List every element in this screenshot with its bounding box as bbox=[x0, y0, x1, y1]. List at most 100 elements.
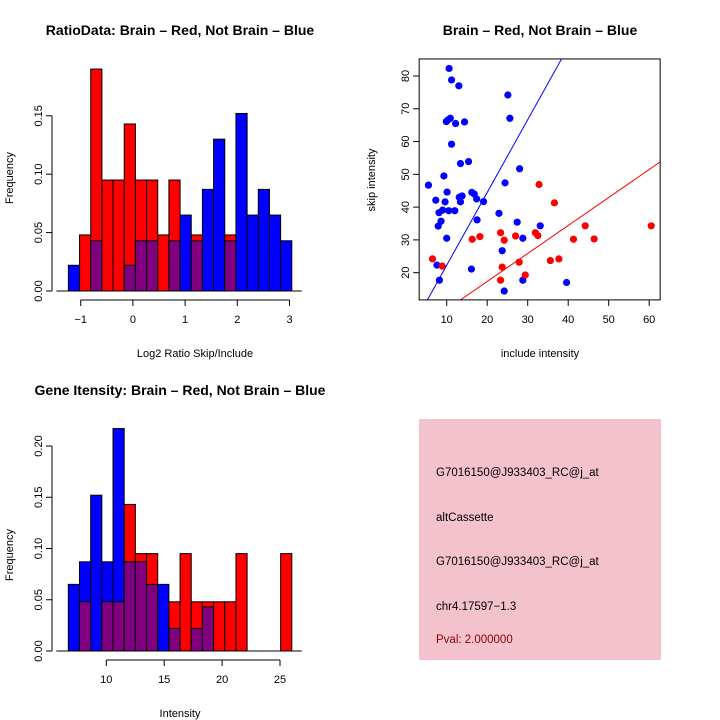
scatter-point-blue bbox=[434, 222, 442, 230]
gene-hist-overlap-bar bbox=[201, 606, 215, 652]
scatter-point-red bbox=[569, 235, 578, 243]
scatter-point-red bbox=[498, 263, 506, 271]
scatter-point-blue bbox=[441, 198, 449, 206]
scatter-x-tick-label: 30 bbox=[522, 314, 534, 326]
scatter-point-blue bbox=[443, 188, 451, 196]
scatter-xlabel: include intensity bbox=[501, 348, 580, 360]
scatter-x-tick-label: 10 bbox=[441, 314, 453, 326]
gene-hist-bar bbox=[157, 583, 170, 652]
scatter-point-blue bbox=[473, 195, 481, 203]
scatter-frame bbox=[418, 58, 661, 301]
scatter-point-blue bbox=[562, 278, 571, 287]
scatter-point-red bbox=[428, 255, 437, 263]
scatter-point-red bbox=[555, 255, 563, 263]
scatter-point-red bbox=[590, 235, 598, 243]
gene-hist-bar bbox=[213, 601, 226, 652]
intensity-scatter: Brain – Red, Not Brain – Blue include in… bbox=[366, 22, 661, 360]
scatter-point-red bbox=[468, 235, 476, 243]
scatter-x-tick-label: 20 bbox=[481, 314, 493, 326]
ratio-hist-bar bbox=[67, 264, 81, 292]
gene-histogram-ylabel: Frequency bbox=[4, 529, 16, 581]
gene-hist-y-tick-label: 0.05 bbox=[33, 589, 45, 610]
scatter-point-blue bbox=[451, 207, 459, 215]
ratio-hist-bar bbox=[201, 188, 215, 292]
gene-hist-overlap-bar bbox=[190, 627, 203, 652]
scatter-point-blue bbox=[458, 192, 466, 200]
scatter-point-red bbox=[438, 262, 446, 270]
ratio-hist-overlap-bar bbox=[134, 240, 148, 292]
gene-hist-x-tick-label: 20 bbox=[216, 674, 228, 686]
ratio-hist-x-tick-label: 2 bbox=[234, 314, 240, 326]
ratio-hist-x-tick-label: −1 bbox=[74, 314, 87, 326]
info-panel-background bbox=[419, 419, 661, 660]
ratio-hist-overlap-bar bbox=[146, 240, 159, 292]
ratio-hist-bar bbox=[101, 179, 114, 292]
scatter-point-red bbox=[496, 229, 505, 237]
scatter-point-blue bbox=[447, 140, 456, 148]
scatter-point-blue bbox=[452, 119, 460, 128]
scatter-point-blue bbox=[516, 165, 524, 173]
info-panel: G7016150@J933403_RC@j_at altCassette G70… bbox=[419, 419, 661, 660]
scatter-point-blue bbox=[473, 216, 481, 224]
gene-hist-bar bbox=[90, 494, 103, 652]
scatter-y-tick-label: 60 bbox=[400, 135, 412, 147]
scatter-point-blue bbox=[432, 196, 440, 204]
probe-id: G7016150@J933403_RC@j_at bbox=[436, 467, 600, 479]
scatter-x-tick-label: 60 bbox=[643, 314, 655, 326]
gene-hist-overlap-bar bbox=[168, 627, 181, 652]
ratio-hist-bar bbox=[79, 234, 92, 292]
gene-hist-x-tick-label: 25 bbox=[274, 674, 286, 686]
ratio-hist-overlap-bar bbox=[90, 240, 103, 292]
regression-line-blue bbox=[426, 58, 563, 300]
ratio-hist-bar bbox=[235, 112, 248, 292]
scatter-point-red bbox=[500, 236, 508, 244]
ratio-hist-bar bbox=[246, 214, 259, 292]
scatter-point-blue bbox=[445, 207, 453, 215]
scatter-point-red bbox=[535, 180, 543, 189]
gene-hist-y-tick-label: 0.10 bbox=[33, 538, 45, 559]
gene-hist-bar bbox=[179, 553, 192, 652]
scatter-point-red bbox=[476, 233, 484, 241]
scatter-point-blue bbox=[467, 265, 476, 273]
scatter-y-tick-label: 40 bbox=[400, 201, 412, 213]
scatter-title: Brain – Red, Not Brain – Blue bbox=[443, 22, 638, 38]
ratio-hist-x-tick-label: 0 bbox=[130, 314, 136, 326]
gene-hist-x-tick-label: 15 bbox=[158, 674, 170, 686]
gene-hist-overlap-bar bbox=[123, 561, 136, 652]
gene-hist-y-tick-label: 0.20 bbox=[33, 435, 45, 456]
gene-hist-overlap-bar bbox=[112, 601, 125, 652]
ratio-histogram-title: RatioData: Brain – Red, Not Brain – Blue bbox=[46, 22, 315, 38]
scatter-point-blue bbox=[495, 209, 503, 217]
gene-hist-overlap-bar bbox=[134, 561, 148, 652]
gene-hist-overlap-bar bbox=[146, 583, 159, 652]
ratio-histogram: RatioData: Brain – Red, Not Brain – Blue… bbox=[4, 22, 314, 360]
ratio-hist-y-tick-label: 0.10 bbox=[33, 163, 45, 184]
pval: Pval: 2.000000 bbox=[436, 634, 513, 646]
ratio-histogram-ylabel: Frequency bbox=[4, 152, 16, 204]
scatter-point-blue bbox=[536, 222, 544, 230]
gene-histogram-title: Gene Itensity: Brain – Red, Not Brain – … bbox=[35, 382, 326, 398]
gene-hist-x-tick-label: 10 bbox=[100, 674, 112, 686]
scatter-ylabel: skip intensity bbox=[366, 148, 378, 211]
ratio-hist-y-tick-label: 0.15 bbox=[33, 105, 45, 126]
event-type: altCassette bbox=[436, 512, 494, 524]
scatter-point-red bbox=[647, 222, 655, 230]
regression-line-red bbox=[459, 161, 661, 300]
scatter-point-blue bbox=[455, 82, 463, 90]
ratio-hist-overlap-bar bbox=[123, 264, 136, 292]
scatter-point-red bbox=[550, 199, 559, 207]
gene-hist-bar bbox=[235, 553, 248, 652]
scatter-point-blue bbox=[439, 206, 447, 214]
scatter-point-blue bbox=[445, 64, 453, 73]
gene-hist-bar bbox=[224, 601, 237, 652]
scatter-point-blue bbox=[460, 118, 469, 126]
gene-hist-bar bbox=[280, 553, 293, 652]
gene-hist-y-tick-label: 0.15 bbox=[33, 487, 45, 508]
scatter-y-tick-label: 30 bbox=[400, 234, 412, 246]
ratio-hist-bar bbox=[157, 234, 170, 292]
scatter-point-blue bbox=[504, 91, 512, 99]
scatter-point-blue bbox=[456, 198, 465, 206]
ratio-hist-bar bbox=[179, 214, 192, 292]
scatter-point-blue bbox=[498, 247, 506, 255]
scatter-point-red bbox=[511, 232, 520, 240]
